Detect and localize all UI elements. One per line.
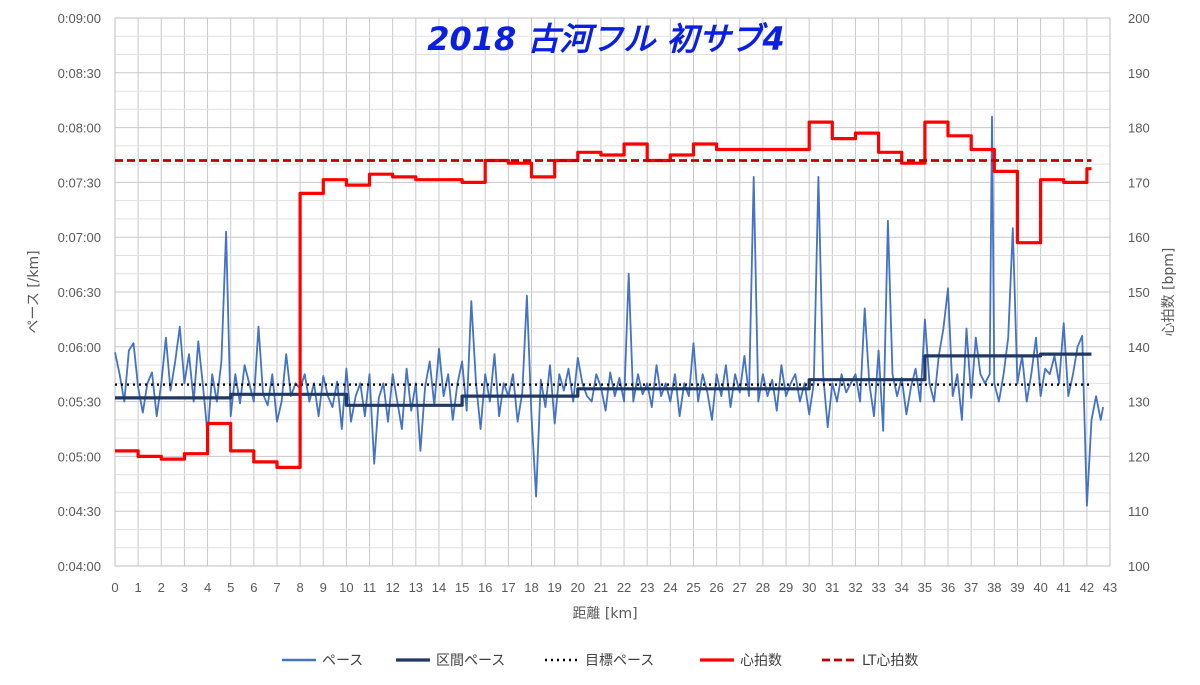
- y-left-tick-label: 0:08:00: [58, 121, 101, 136]
- x-tick-label: 37: [964, 580, 978, 595]
- y-right-tick-label: 180: [1128, 121, 1150, 136]
- x-tick-label: 26: [709, 580, 723, 595]
- x-tick-label: 10: [339, 580, 353, 595]
- x-tick-label: 5: [227, 580, 234, 595]
- y-right-tick-label: 140: [1128, 340, 1150, 355]
- chart-title: 2018 古河フル 初サブ4: [427, 20, 785, 58]
- x-tick-label: 15: [455, 580, 469, 595]
- y-left-tick-label: 0:04:00: [58, 559, 101, 574]
- x-tick-label: 6: [250, 580, 257, 595]
- x-tick-label: 41: [1056, 580, 1070, 595]
- x-tick-label: 7: [273, 580, 280, 595]
- y-left-tick-label: 0:05:00: [58, 449, 101, 464]
- y-right-tick-label: 110: [1128, 504, 1149, 519]
- x-tick-label: 34: [895, 580, 909, 595]
- x-tick-label: 2: [158, 580, 165, 595]
- y-right-tick-label: 200: [1128, 11, 1150, 26]
- y-left-tick-label: 0:06:00: [58, 340, 101, 355]
- y-right-tick-label: 190: [1128, 66, 1150, 81]
- x-tick-label: 30: [802, 580, 816, 595]
- x-tick-label: 12: [385, 580, 399, 595]
- x-tick-label: 23: [640, 580, 654, 595]
- y-left-tick-label: 0:09:00: [58, 11, 101, 26]
- legend-label: ペース: [322, 653, 363, 669]
- x-tick-label: 19: [547, 580, 561, 595]
- x-tick-label: 11: [363, 580, 377, 595]
- x-tick-label: 40: [1033, 580, 1047, 595]
- legend-label: 心拍数: [740, 653, 782, 669]
- x-axis-title: 距離 [km]: [572, 605, 637, 622]
- x-tick-label: 43: [1103, 580, 1117, 595]
- x-tick-label: 36: [941, 580, 955, 595]
- x-tick-label: 31: [825, 580, 839, 595]
- y-right-tick-label: 160: [1128, 230, 1150, 245]
- y-right-tick-label: 150: [1128, 285, 1150, 300]
- x-tick-label: 8: [296, 580, 303, 595]
- legend-label: 目標ペース: [585, 653, 654, 669]
- grid: [114, 17, 1111, 567]
- x-tick-label: 28: [756, 580, 770, 595]
- y-left-tick-label: 0:05:30: [58, 395, 101, 410]
- x-tick-label: 32: [848, 580, 862, 595]
- x-tick-label: 21: [594, 580, 608, 595]
- x-tick-labels: 0 1 2 3 4 5 6 7 8 9 10 11 12 13 14 15 16 17 18 19 20 21 22 23 24…: [111, 580, 1117, 595]
- x-tick-label: 25: [686, 580, 700, 595]
- y-right-tick-label: 130: [1128, 395, 1150, 410]
- y-right-tick-label: 100: [1128, 559, 1150, 574]
- x-tick-label: 18: [524, 580, 538, 595]
- series-line-1: [115, 352, 1092, 407]
- x-tick-label: 39: [1010, 580, 1024, 595]
- y-right-tick-labels: 100 110 120 130 140 150 160 170 180 190 200: [1128, 11, 1150, 574]
- y-left-tick-label: 0:04:30: [58, 504, 101, 519]
- x-tick-label: 13: [409, 580, 423, 595]
- x-tick-label: 4: [204, 580, 211, 595]
- x-tick-label: 17: [501, 580, 515, 595]
- x-tick-label: 0: [111, 580, 118, 595]
- legend-label: LT心拍数: [862, 653, 918, 669]
- y-left-tick-label: 0:08:30: [58, 66, 101, 81]
- x-tick-label: 35: [918, 580, 932, 595]
- x-tick-label: 20: [571, 580, 585, 595]
- x-tick-label: 42: [1080, 580, 1094, 595]
- y-right-axis-title: 心拍数 [bpm]: [1161, 248, 1177, 337]
- y-left-tick-label: 0:07:30: [58, 175, 101, 190]
- series-layer: [114, 115, 1104, 507]
- x-tick-label: 38: [987, 580, 1001, 595]
- y-left-axis-title: ペース [/km]: [26, 250, 42, 333]
- x-tick-label: 33: [871, 580, 885, 595]
- x-tick-label: 22: [617, 580, 631, 595]
- y-left-tick-labels: 0:04:00 0:04:30 0:05:00 0:05:30 0:06:00 0:06:…: [58, 11, 101, 574]
- x-tick-label: 14: [432, 580, 446, 595]
- x-tick-label: 24: [663, 580, 677, 595]
- series-line-3: [115, 120, 1092, 469]
- x-tick-label: 16: [478, 580, 492, 595]
- x-tick-label: 9: [320, 580, 327, 595]
- x-tick-label: 3: [181, 580, 188, 595]
- plot-area-frame: [114, 17, 1111, 567]
- y-right-tick-label: 120: [1128, 449, 1150, 464]
- x-tick-label: 29: [779, 580, 793, 595]
- x-tick-label: 1: [135, 580, 142, 595]
- y-left-tick-label: 0:06:30: [58, 285, 101, 300]
- y-left-tick-label: 0:07:00: [58, 230, 101, 245]
- y-right-tick-label: 170: [1128, 175, 1150, 190]
- x-tick-label: 27: [733, 580, 747, 595]
- legend: ペース 区間ペース 目標ペース 心拍数 LT心拍数: [282, 653, 918, 669]
- legend-label: 区間ペース: [436, 653, 505, 669]
- series-line-0: [114, 115, 1104, 507]
